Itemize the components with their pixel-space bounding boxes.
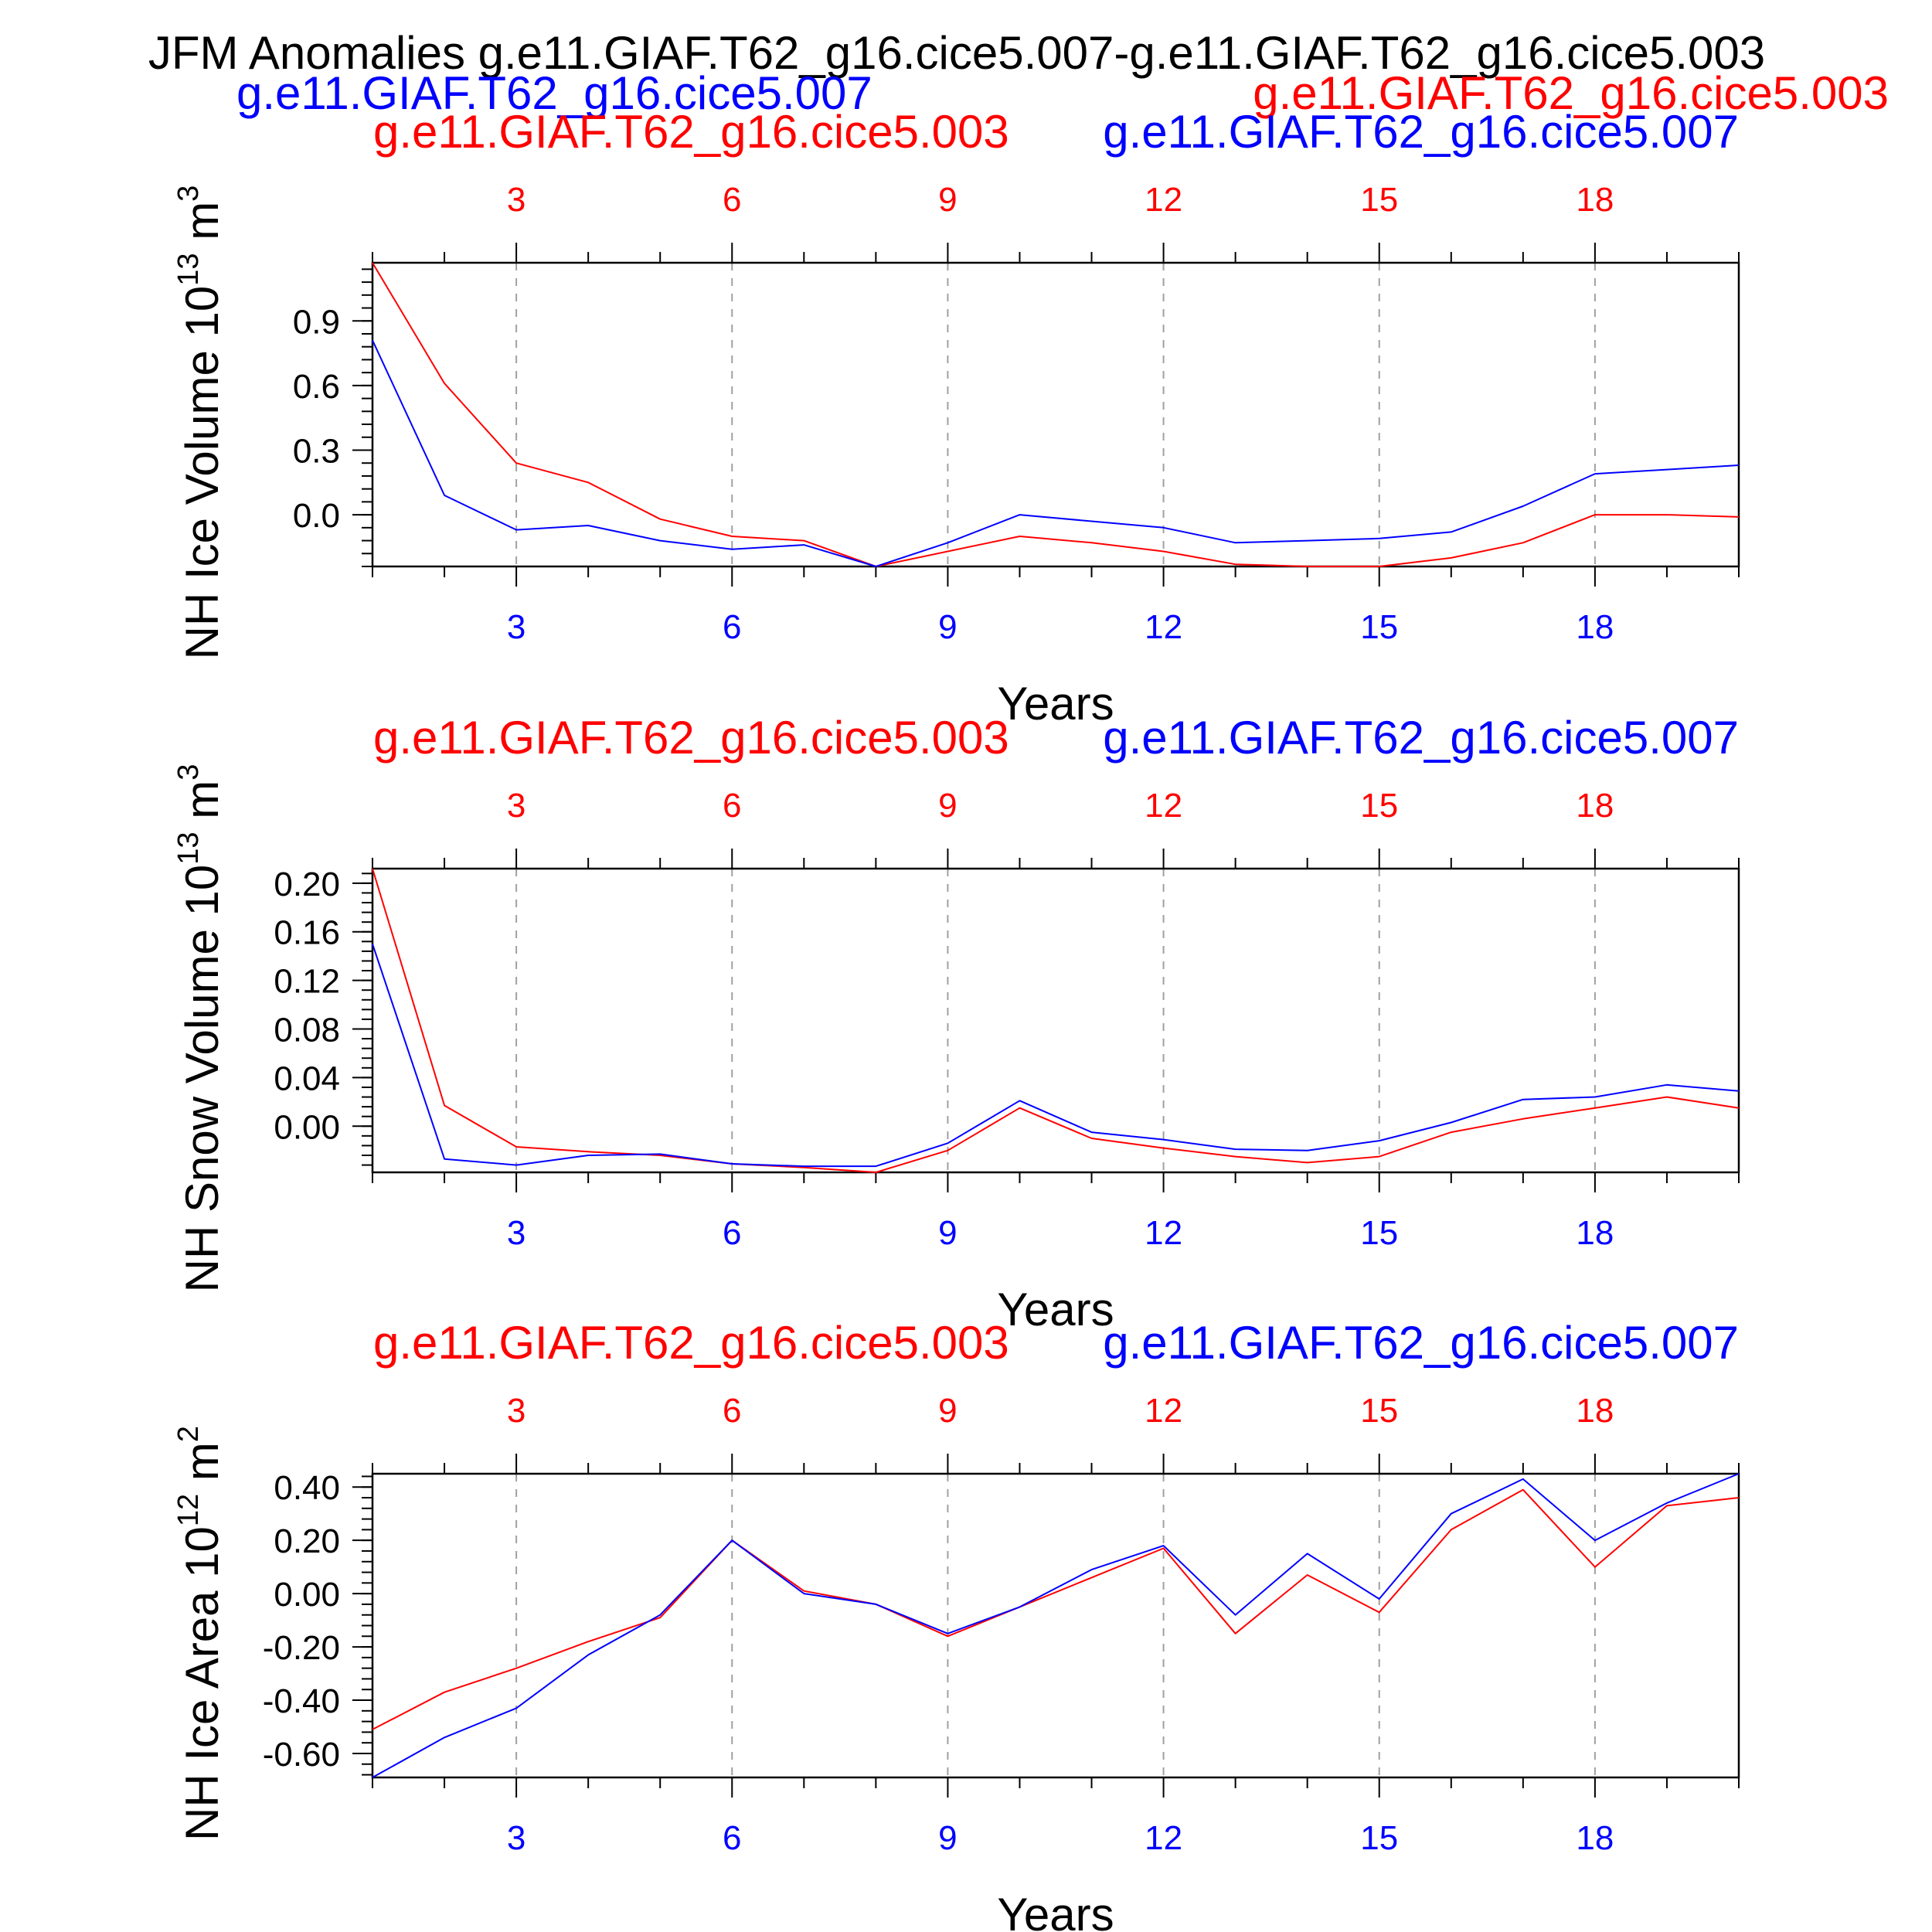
x-tick-label-bottom: 6: [723, 1214, 741, 1252]
y-tick-label: -0.20: [263, 1629, 340, 1667]
panel-case-label-007: g.e11.GIAF.T62_g16.cice5.007: [1103, 1317, 1739, 1369]
x-tick-label-top: 3: [507, 1392, 526, 1430]
x-tick-label-bottom: 15: [1360, 1214, 1398, 1252]
y-tick-label: 0.08: [274, 1012, 340, 1049]
x-axis-title: Years: [997, 1284, 1114, 1335]
x-tick-label-bottom: 18: [1576, 1214, 1614, 1252]
y-tick-label: 0.16: [274, 914, 340, 952]
y-tick-label: 0.9: [293, 303, 340, 341]
chart-panels: 3 3 6 6 9 9 12 12 15 15 18 18 0.0 0.3 0.6 0.9 g.e11.GIAF…: [172, 106, 1740, 1932]
y-axis-title-ylabel: NH Snow Volume 10: [176, 865, 228, 1293]
x-tick-label-bottom: 18: [1576, 1819, 1614, 1857]
panel-2: 3 3 6 6 9 9 12 12 15 15 18 18 0.00 0.04 0.08 0.12 0.16 0.…: [172, 712, 1740, 1335]
y-axis-title-ylabel-unit-exp: 3: [172, 185, 205, 202]
y-axis-title: NH Ice Area 1012 m2: [172, 1426, 228, 1841]
panel-3: 3 3 6 6 9 9 12 12 15 15 18 18 -0.60 -0.40 -0.20 0.00 0.2…: [172, 1317, 1740, 1932]
y-axis-title-ylabel-exp: 12: [172, 1494, 205, 1526]
y-tick-label: 0.12: [274, 963, 340, 1001]
x-tick-label-top: 12: [1145, 787, 1182, 825]
y-tick-label: 0.20: [274, 1522, 340, 1560]
x-tick-label-top: 15: [1360, 1392, 1398, 1430]
y-tick-label: 0.20: [274, 866, 340, 903]
y-tick-label: 0.6: [293, 368, 340, 406]
x-tick-label-bottom: 9: [938, 1819, 957, 1857]
x-tick-label-top: 3: [507, 787, 526, 825]
x-tick-label-bottom: 9: [938, 1214, 957, 1252]
x-tick-label-bottom: 15: [1360, 608, 1398, 646]
x-tick-label-top: 12: [1145, 181, 1182, 219]
x-tick-label-bottom: 12: [1145, 1819, 1182, 1857]
x-tick-label-bottom: 6: [723, 1819, 741, 1857]
panel-case-label-003: g.e11.GIAF.T62_g16.cice5.003: [373, 1317, 1009, 1369]
panel-case-label-007: g.e11.GIAF.T62_g16.cice5.007: [1103, 712, 1739, 764]
y-axis-title-ylabel-exp: 13: [172, 832, 205, 864]
x-tick-label-top: 3: [507, 181, 526, 219]
series-line-cice5-007: [372, 1473, 1740, 1778]
panel-1: 3 3 6 6 9 9 12 12 15 15 18 18 0.0 0.3 0.6 0.9 g.e11.GIAF…: [172, 106, 1740, 730]
y-axis-title-ylabel-unit-exp: 3: [172, 764, 205, 781]
x-tick-label-top: 15: [1360, 181, 1398, 219]
y-axis-title-ylabel-unit: m: [176, 1442, 228, 1494]
panel-case-label-003: g.e11.GIAF.T62_g16.cice5.003: [373, 712, 1009, 764]
x-tick-label-top: 9: [938, 1392, 957, 1430]
x-tick-label-bottom: 12: [1145, 1214, 1182, 1252]
y-axis-title-ylabel-unit-exp: 2: [172, 1426, 205, 1442]
x-tick-label-top: 18: [1576, 787, 1614, 825]
y-tick-label: 0.3: [293, 432, 340, 470]
x-tick-label-bottom: 9: [938, 608, 957, 646]
y-tick-label: 0.40: [274, 1469, 340, 1507]
plot-frame: [371, 261, 1740, 568]
x-tick-label-top: 9: [938, 181, 957, 219]
x-tick-label-bottom: 18: [1576, 608, 1614, 646]
header-right-case-label: g.e11.GIAF.T62_g16.cice5.003: [1253, 67, 1889, 119]
panel-case-label-003: g.e11.GIAF.T62_g16.cice5.003: [373, 106, 1009, 158]
series-line-cice5-007: [372, 339, 1740, 567]
x-tick-label-top: 12: [1145, 1392, 1182, 1430]
plot-frame: [371, 867, 1740, 1174]
x-tick-label-bottom: 6: [723, 608, 741, 646]
x-tick-label-top: 18: [1576, 181, 1614, 219]
x-tick-label-top: 15: [1360, 787, 1398, 825]
y-axis-title-ylabel-unit: m: [176, 202, 228, 253]
x-tick-label-top: 18: [1576, 1392, 1614, 1430]
x-tick-label-top: 6: [723, 181, 741, 219]
series-line-cice5-003: [372, 868, 1740, 1173]
x-tick-label-bottom: 15: [1360, 1819, 1398, 1857]
series-line-cice5-003: [372, 1488, 1740, 1730]
series-line-cice5-007: [372, 944, 1740, 1168]
x-tick-label-bottom: 12: [1145, 608, 1182, 646]
x-tick-label-top: 9: [938, 787, 957, 825]
series-line-cice5-003: [372, 262, 1740, 567]
y-axis-title-ylabel: NH Ice Area 10: [176, 1526, 228, 1841]
x-tick-label-top: 6: [723, 1392, 741, 1430]
plot-frame: [371, 1472, 1740, 1779]
header-left-case-label: g.e11.GIAF.T62_g16.cice5.007: [236, 67, 872, 119]
y-axis-title: NH Snow Volume 1013 m3: [172, 764, 228, 1293]
y-axis-title-ylabel: NH Ice Volume 10: [176, 286, 228, 660]
y-tick-label: -0.40: [263, 1682, 340, 1720]
y-axis-title: NH Ice Volume 1013 m3: [172, 185, 228, 660]
y-tick-label: 0.04: [274, 1060, 340, 1097]
x-axis-title: Years: [997, 1889, 1114, 1932]
x-tick-label-bottom: 3: [507, 1214, 526, 1252]
x-tick-label-top: 6: [723, 787, 741, 825]
y-tick-label: 0.00: [274, 1576, 340, 1614]
figure-title: JFM Anomalies g.e11.GIAF.T62_g16.cice5.0…: [148, 27, 1765, 79]
y-tick-label: 0.00: [274, 1108, 340, 1146]
x-tick-label-bottom: 3: [507, 608, 526, 646]
y-axis-title-ylabel-exp: 13: [172, 253, 205, 285]
x-axis-title: Years: [997, 678, 1114, 730]
y-tick-label: 0.0: [293, 497, 340, 535]
y-axis-title-ylabel-unit: m: [176, 781, 228, 832]
y-tick-label: -0.60: [263, 1736, 340, 1774]
panel-case-label-007: g.e11.GIAF.T62_g16.cice5.007: [1103, 106, 1739, 158]
x-tick-label-bottom: 3: [507, 1819, 526, 1857]
